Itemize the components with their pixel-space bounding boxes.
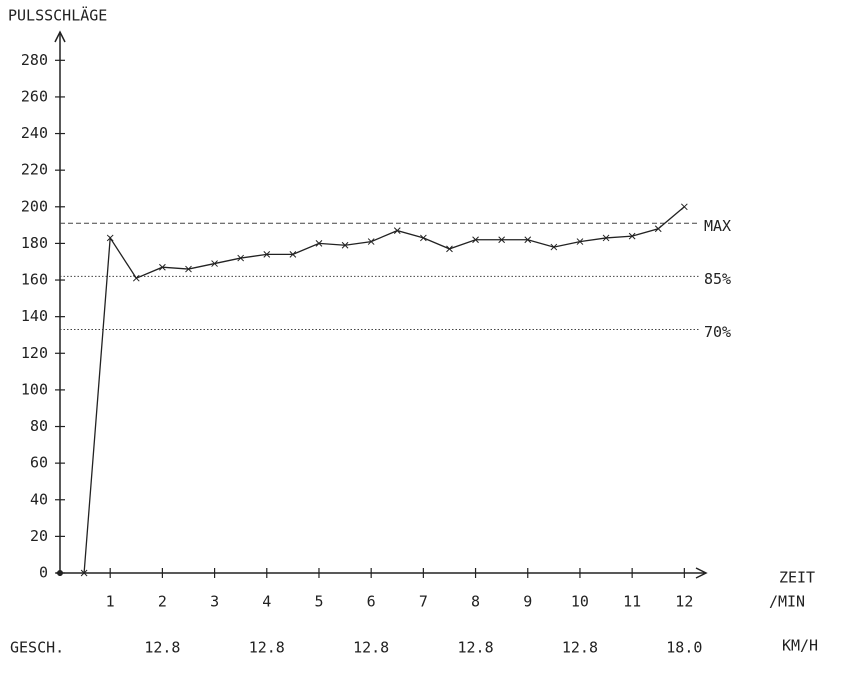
y-tick-label: 160 bbox=[21, 271, 48, 289]
reference-label: 85% bbox=[704, 270, 731, 288]
data-point bbox=[680, 203, 688, 211]
data-point bbox=[367, 238, 375, 245]
data-point bbox=[263, 251, 271, 258]
x-tick-label: 7 bbox=[419, 593, 428, 611]
y-tick-label: 240 bbox=[21, 124, 48, 142]
data-point bbox=[289, 251, 297, 258]
x-tick-label: 12 bbox=[675, 593, 693, 611]
y-tick-label: 60 bbox=[30, 454, 48, 472]
speed-value: 12.8 bbox=[353, 639, 389, 657]
y-tick-label: 20 bbox=[30, 527, 48, 545]
x-axis-label: /MIN bbox=[769, 593, 805, 611]
speed-unit: KM/H bbox=[782, 637, 818, 655]
chart-title: PULSSCHLÄGE bbox=[8, 6, 107, 25]
speed-value: 12.8 bbox=[457, 639, 493, 657]
data-point bbox=[498, 236, 506, 244]
data-point bbox=[654, 225, 662, 233]
speed-value: 12.8 bbox=[562, 639, 598, 657]
y-axis-arrow bbox=[54, 30, 66, 43]
y-tick-label: 140 bbox=[21, 307, 48, 325]
y-tick-label: 200 bbox=[21, 197, 48, 215]
x-tick-label: 3 bbox=[210, 593, 219, 611]
data-point bbox=[237, 254, 245, 262]
reference-label: MAX bbox=[704, 217, 731, 235]
y-tick-label: 80 bbox=[30, 417, 48, 435]
data-line bbox=[83, 206, 685, 574]
y-tick-label: 120 bbox=[21, 344, 48, 362]
x-tick-label: 2 bbox=[158, 593, 167, 611]
x-tick-label: 5 bbox=[314, 593, 323, 611]
data-point bbox=[550, 243, 558, 251]
x-axis-label: ZEIT bbox=[779, 569, 815, 587]
x-tick-label: 9 bbox=[523, 593, 532, 611]
data-point bbox=[132, 274, 140, 282]
speed-row-label: GESCH. bbox=[10, 639, 64, 657]
x-tick-label: 4 bbox=[262, 593, 271, 611]
x-tick-label: 11 bbox=[623, 593, 641, 611]
y-tick-label: 40 bbox=[30, 490, 48, 508]
x-tick-label: 6 bbox=[367, 593, 376, 611]
x-tick-label: 10 bbox=[571, 593, 589, 611]
x-tick-label: 8 bbox=[471, 593, 480, 611]
y-tick-label: 260 bbox=[21, 87, 48, 105]
reference-label: 70% bbox=[704, 323, 731, 341]
speed-value: 12.8 bbox=[144, 639, 180, 657]
data-point bbox=[524, 236, 532, 244]
y-tick-label: 280 bbox=[21, 51, 48, 69]
y-tick-label: 180 bbox=[21, 234, 48, 252]
data-point bbox=[446, 245, 453, 253]
x-tick-label: 1 bbox=[106, 593, 115, 611]
data-point bbox=[393, 227, 401, 234]
data-point bbox=[80, 569, 88, 577]
speed-value: 18.0 bbox=[666, 639, 702, 657]
data-point bbox=[106, 234, 114, 242]
data-point bbox=[341, 241, 349, 249]
data-point bbox=[602, 234, 610, 242]
x-axis-arrow bbox=[695, 567, 708, 579]
data-point bbox=[159, 263, 166, 271]
data-point bbox=[211, 260, 218, 267]
y-tick-label: 100 bbox=[21, 380, 48, 398]
speed-value: 12.8 bbox=[249, 639, 285, 657]
y-tick-label: 0 bbox=[39, 564, 48, 582]
data-point bbox=[315, 240, 323, 247]
data-point bbox=[185, 265, 192, 273]
data-point bbox=[576, 238, 584, 245]
data-point bbox=[420, 234, 427, 242]
data-point bbox=[472, 236, 479, 244]
y-tick-label: 220 bbox=[21, 161, 48, 179]
data-point bbox=[628, 232, 636, 240]
